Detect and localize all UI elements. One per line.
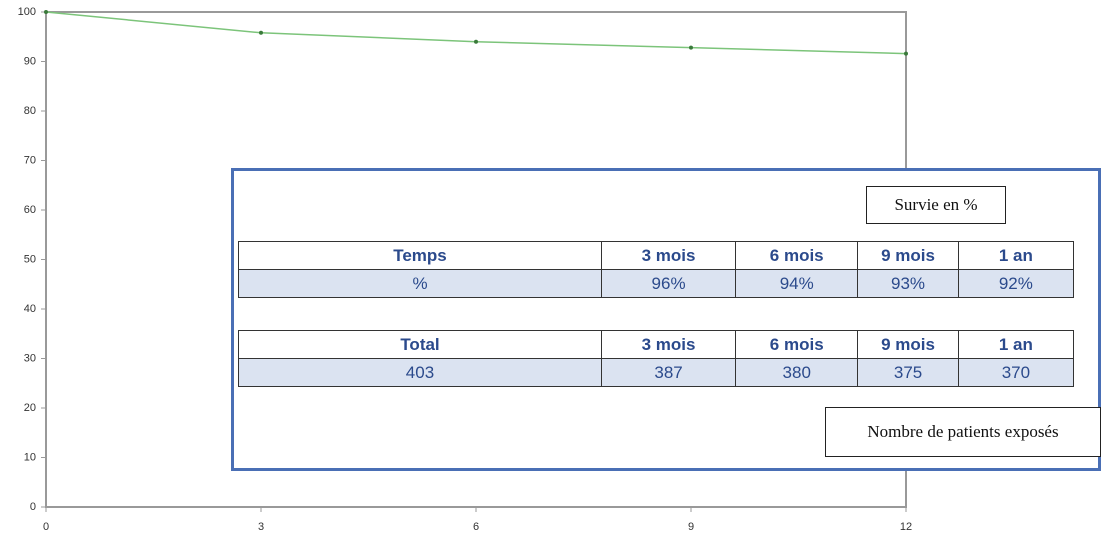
x-tick-label: 3 bbox=[258, 521, 264, 533]
y-tick-label: 100 bbox=[18, 6, 36, 18]
table-cell: 375 bbox=[857, 358, 959, 387]
y-tick-label: 10 bbox=[24, 451, 36, 463]
table-cell: 94% bbox=[735, 269, 859, 298]
point bbox=[689, 45, 693, 50]
table-cell: 6 mois bbox=[735, 330, 859, 359]
table-cell: 370 bbox=[957, 358, 1075, 387]
table-cell: 387 bbox=[600, 358, 737, 387]
patients-table: Total 3 mois 6 mois 9 mois 1 an 403 387 380 375 3… bbox=[238, 330, 1075, 387]
table-row: Temps 3 mois 6 mois 9 mois 1 an bbox=[237, 241, 1075, 270]
table-row: Total 3 mois 6 mois 9 mois 1 an bbox=[238, 330, 1075, 359]
x-tick-label: 12 bbox=[900, 521, 912, 533]
point bbox=[44, 10, 48, 14]
survival-label: Survie en % bbox=[866, 186, 1006, 224]
point bbox=[259, 30, 263, 35]
table-cell: 1 an bbox=[957, 241, 1075, 270]
y-tick-label: 30 bbox=[24, 352, 36, 364]
table-cell: 380 bbox=[735, 358, 859, 387]
y-tick-label: 80 bbox=[24, 105, 36, 117]
table-cell: 92% bbox=[957, 269, 1075, 298]
table-cell: 96% bbox=[601, 269, 737, 298]
table-cell: % bbox=[237, 269, 603, 298]
table-cell: 9 mois bbox=[857, 241, 959, 270]
y-tick-label: 40 bbox=[24, 303, 36, 315]
y-tick-label: 0 bbox=[30, 501, 36, 513]
y-tick-label: 60 bbox=[24, 204, 36, 216]
y-tick-label: 90 bbox=[24, 55, 36, 67]
table-cell: 403 bbox=[238, 358, 602, 387]
table-cell: Total bbox=[238, 330, 602, 359]
table-cell: 3 mois bbox=[600, 330, 737, 359]
line bbox=[45, 11, 907, 55]
survival-table: Temps 3 mois 6 mois 9 mois 1 an% 96% 94% 93% 92% bbox=[237, 241, 1075, 298]
y-tick-label: 20 bbox=[24, 402, 36, 414]
point bbox=[904, 51, 908, 56]
x-tick-label: 9 bbox=[688, 521, 694, 533]
point bbox=[474, 39, 478, 44]
table-cell: 3 mois bbox=[601, 241, 737, 270]
patients-label: Nombre de patients exposés bbox=[825, 407, 1101, 457]
y-tick-label: 50 bbox=[24, 253, 36, 265]
table-cell: 6 mois bbox=[735, 241, 859, 270]
table-cell: 1 an bbox=[957, 330, 1075, 359]
y-tick-label: 70 bbox=[24, 154, 36, 166]
table-cell: Temps bbox=[237, 241, 603, 270]
x-tick-label: 6 bbox=[473, 521, 479, 533]
table-cell: 93% bbox=[857, 269, 959, 298]
x-tick-label: 0 bbox=[43, 521, 49, 533]
table-row: % 96% 94% 93% 92% bbox=[237, 269, 1075, 298]
table-row: 403 387 380 375 370 bbox=[238, 358, 1075, 387]
table-cell: 9 mois bbox=[857, 330, 959, 359]
